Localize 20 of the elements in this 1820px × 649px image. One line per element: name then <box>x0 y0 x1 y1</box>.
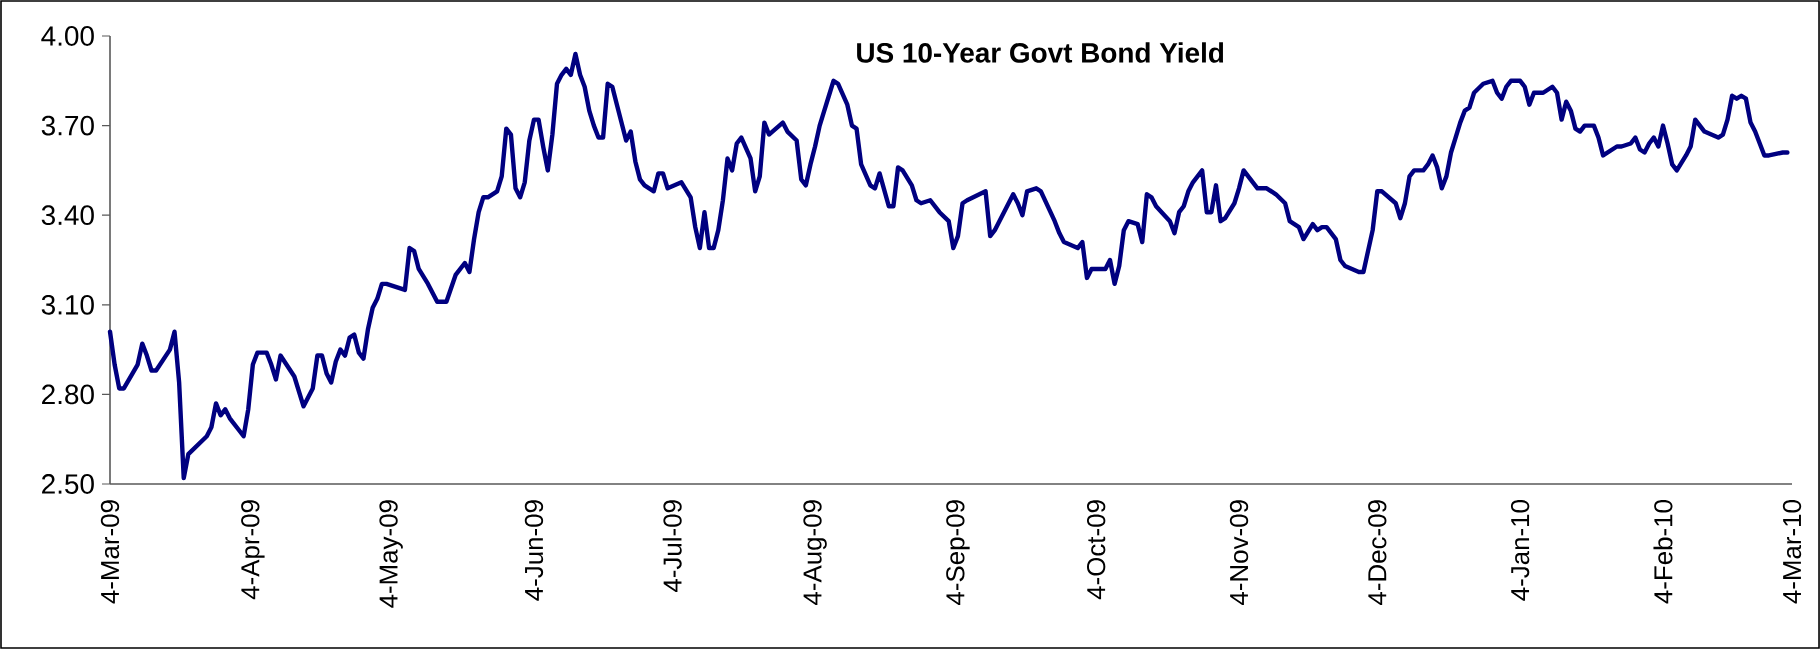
x-tick-label: 4-Jun-09 <box>524 500 544 601</box>
y-tick-label: 3.10 <box>41 294 94 315</box>
x-tick-label: 4-Aug-09 <box>803 500 827 606</box>
y-tick-label: 3.40 <box>41 205 94 226</box>
x-tick-label: 4-Dec-09 <box>1368 500 1387 605</box>
x-tick-label: 4-Nov-09 <box>1229 500 1249 605</box>
y-tick-label: 2.80 <box>42 384 94 405</box>
x-tick-label: 4-Oct-09 <box>1086 500 1106 600</box>
x-tick-label: 4-Sep-09 <box>946 500 970 606</box>
y-tick-label: 3.70 <box>41 115 94 136</box>
x-tick-label: 4-May-09 <box>379 500 403 608</box>
x-tick-label: 4-Jul-09 <box>662 500 682 593</box>
y-tick-label: 2.50 <box>42 474 94 494</box>
x-tick-label: 4-Mar-09 <box>100 500 120 604</box>
x-tick-label: 4-Mar-10 <box>1782 500 1802 604</box>
x-tick-label: 4-Jan-10 <box>1510 500 1530 601</box>
x-tick-label: 4-Feb-10 <box>1653 500 1673 604</box>
chart-title: US 10-Year Govt Bond Yield <box>857 42 1224 63</box>
x-tick-label: 4-Apr-09 <box>241 500 265 600</box>
y-tick-label: 4.00 <box>41 26 94 46</box>
